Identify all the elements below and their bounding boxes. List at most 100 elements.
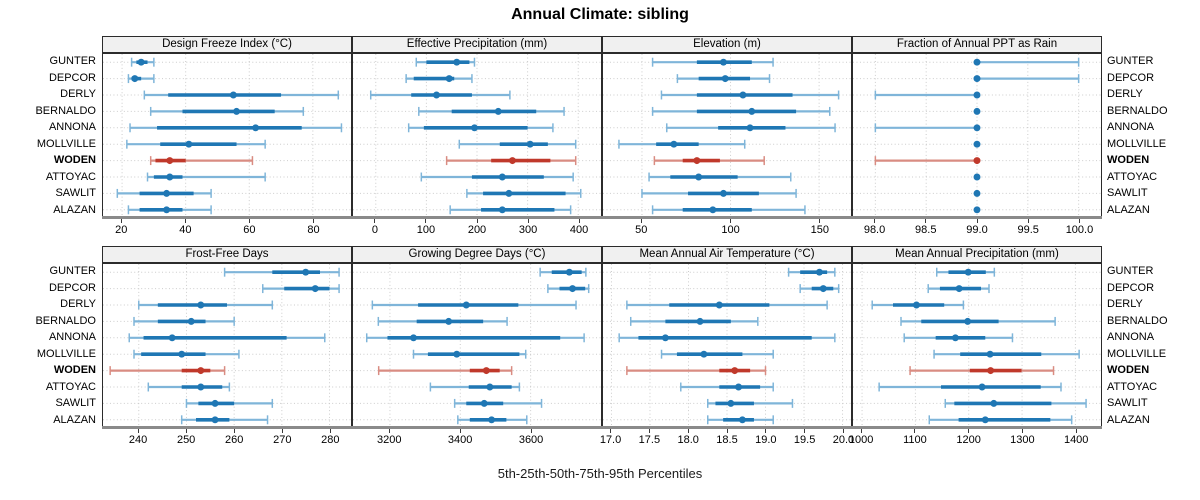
- plot-area: [102, 263, 352, 428]
- x-tick-label: 300: [518, 224, 538, 236]
- station-label: ATTOYAC: [45, 380, 96, 393]
- median-dot: [229, 91, 237, 99]
- x-tick-label: 19.5: [793, 434, 816, 446]
- median-dot: [498, 206, 506, 214]
- station-label: MOLLVILLE: [1107, 137, 1167, 150]
- plot-area-svg: [353, 54, 601, 218]
- x-tick-mark: [914, 429, 916, 433]
- x-tick-label: 1200: [956, 434, 981, 446]
- median-dot: [131, 75, 139, 83]
- plot-area-svg: [603, 264, 851, 428]
- plot-area-svg: [103, 54, 351, 218]
- x-tick-mark: [842, 429, 844, 433]
- median-dot: [990, 399, 998, 407]
- plot-area-svg: [853, 54, 1101, 218]
- x-axis-ticks: 17.0 17.5 18.0 18.5 19.0 19.5 20.0: [600, 429, 854, 451]
- median-dot: [727, 399, 735, 407]
- station-label: GUNTER: [49, 55, 96, 67]
- median-dot: [453, 350, 461, 358]
- station-label: SAWLIT: [55, 187, 96, 199]
- median-dot: [912, 301, 920, 309]
- median-dot: [951, 334, 959, 342]
- median-dot: [462, 301, 470, 309]
- x-tick-mark: [1021, 429, 1023, 433]
- x-tick-mark: [459, 429, 461, 433]
- median-dot: [197, 383, 205, 391]
- station-label: ANNONA: [1107, 331, 1155, 343]
- station-label: BERNALDO: [1107, 314, 1168, 327]
- x-tick-label: 3400: [447, 434, 473, 446]
- plot-area: [852, 53, 1102, 218]
- median-dot: [973, 124, 981, 132]
- x-tick-label: 260: [225, 434, 244, 446]
- median-dot: [233, 107, 241, 115]
- station-label: ATTOYAC: [1107, 170, 1158, 183]
- x-tick-mark: [765, 429, 767, 433]
- station-label: SAWLIT: [1107, 397, 1148, 409]
- median-dot: [973, 157, 981, 165]
- x-tick-mark: [968, 429, 970, 433]
- x-tick-mark: [530, 429, 532, 433]
- x-axis-ticks: 98.0 98.5 99.0 99.5 100.0: [852, 219, 1102, 241]
- x-tick-label: 250: [176, 434, 196, 446]
- station-label: MOLLVILLE: [36, 347, 96, 360]
- axis-caption: 5th-25th-50th-75th-95th Percentiles: [497, 466, 703, 481]
- median-dot: [695, 173, 703, 181]
- x-tick-label: 80: [307, 224, 320, 236]
- median-dot: [480, 399, 488, 407]
- panel-strip-title: Growing Degree Days (°C): [352, 246, 602, 263]
- x-tick-label: 1300: [1010, 434, 1035, 446]
- x-tick-mark: [476, 219, 478, 223]
- median-dot: [197, 367, 205, 375]
- median-dot: [187, 317, 195, 325]
- median-dot: [410, 334, 417, 342]
- plot-area: [352, 263, 602, 428]
- x-tick-mark: [313, 219, 315, 223]
- plot-area-svg: [853, 264, 1101, 428]
- x-tick-label: 20: [115, 224, 128, 236]
- x-tick-mark: [425, 219, 427, 223]
- x-tick-mark: [610, 429, 612, 433]
- median-dot: [709, 206, 717, 214]
- median-dot: [978, 383, 986, 391]
- median-dot: [748, 107, 756, 115]
- median-dot: [302, 268, 310, 276]
- station-label: DERLY: [60, 88, 96, 100]
- x-tick-label: 60: [243, 224, 256, 236]
- median-dot: [569, 285, 576, 293]
- station-label: BERNALDO: [35, 104, 96, 117]
- station-label: WODEN: [53, 154, 96, 166]
- station-label: DERLY: [1107, 88, 1143, 100]
- x-axis-ticks: 50 100 150: [602, 219, 852, 241]
- median-dot: [163, 206, 171, 214]
- median-dot: [670, 140, 678, 148]
- median-dot: [973, 58, 981, 66]
- x-tick-label: 19.0: [755, 434, 777, 446]
- median-dot: [955, 285, 963, 293]
- median-dot: [252, 124, 260, 132]
- x-tick-label: 0: [371, 224, 379, 236]
- x-tick-mark: [1027, 219, 1029, 223]
- x-tick-mark: [578, 219, 580, 223]
- station-label: DEPCOR: [48, 71, 96, 84]
- x-tick-label: 18.5: [716, 434, 738, 446]
- x-tick-mark: [819, 219, 821, 223]
- plot-area: [352, 53, 602, 218]
- median-dot: [163, 189, 171, 197]
- median-dot: [815, 268, 823, 276]
- median-dot: [973, 140, 981, 148]
- x-tick-mark: [860, 429, 862, 433]
- x-tick-label: 18.0: [677, 434, 699, 446]
- median-dot: [166, 173, 174, 181]
- x-tick-label: 200: [467, 224, 487, 236]
- panel-strip-title: Mean Annual Air Temperature (°C): [602, 246, 852, 263]
- x-tick-mark: [726, 429, 728, 433]
- median-dot: [696, 317, 704, 325]
- median-dot: [168, 334, 176, 342]
- median-dot: [486, 383, 494, 391]
- x-tick-mark: [137, 429, 139, 433]
- median-dot: [973, 189, 981, 197]
- median-dot: [178, 350, 186, 358]
- station-label: ALAZAN: [53, 413, 96, 426]
